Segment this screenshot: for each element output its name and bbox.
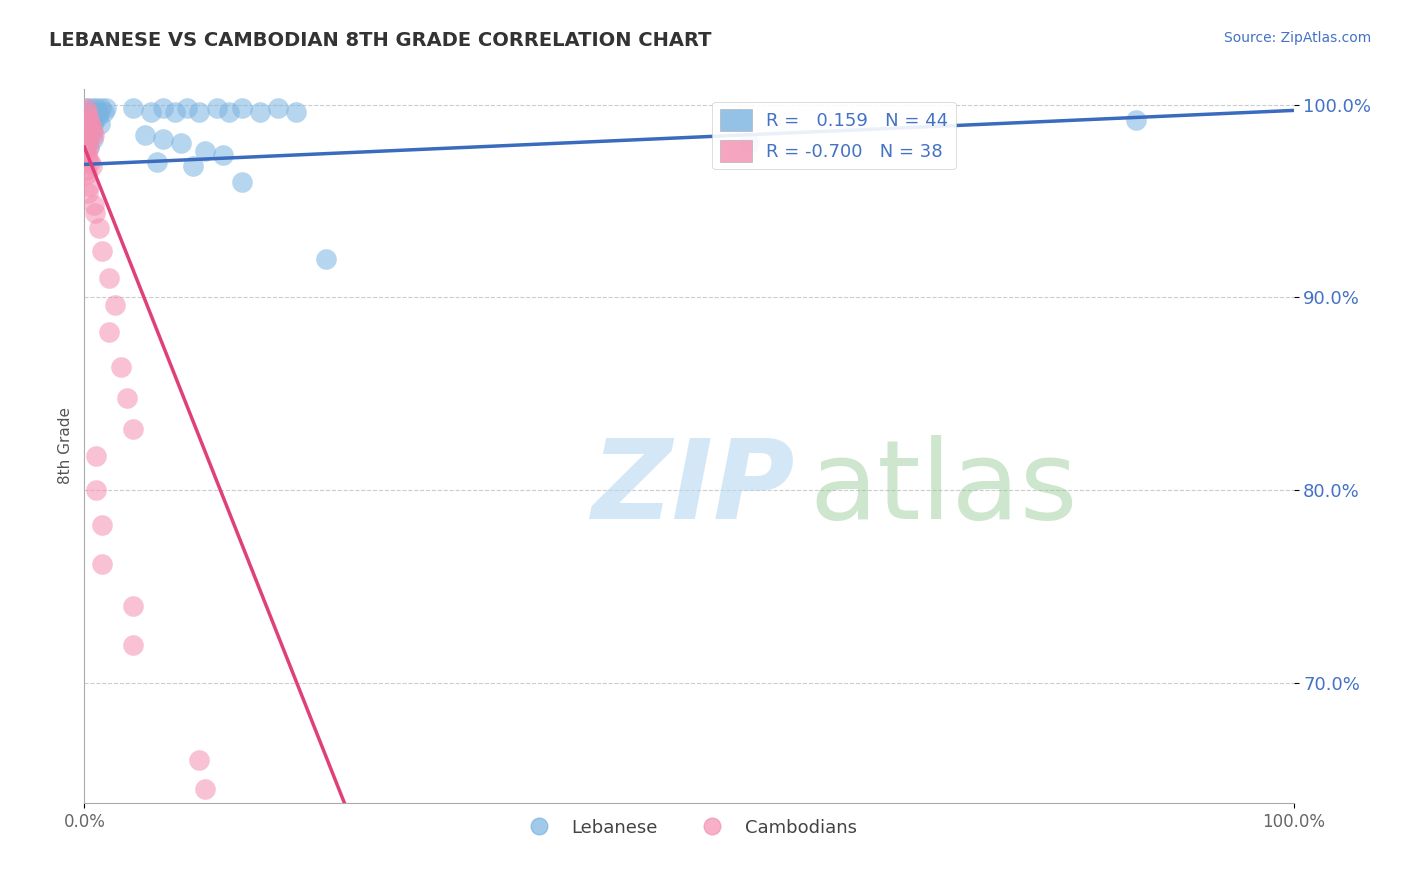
Point <box>80 120 103 135</box>
Point <box>97 325 120 339</box>
Point <box>218 105 240 120</box>
Point <box>134 128 156 143</box>
Y-axis label: 8th Grade: 8th Grade <box>58 408 73 484</box>
Point <box>207 102 229 116</box>
Point <box>121 102 143 116</box>
Point <box>77 109 100 123</box>
Point <box>91 244 114 259</box>
Point <box>77 140 100 154</box>
Point <box>76 102 98 116</box>
Point <box>80 102 103 116</box>
Point <box>77 178 100 193</box>
Text: LEBANESE VS CAMBODIAN 8TH GRADE CORRELATION CHART: LEBANESE VS CAMBODIAN 8TH GRADE CORRELAT… <box>49 31 711 50</box>
Point <box>79 113 101 128</box>
Point <box>121 599 143 613</box>
Point <box>315 252 337 266</box>
Point <box>76 132 98 146</box>
Point <box>267 102 290 116</box>
Point <box>75 120 97 135</box>
Point <box>181 159 204 173</box>
Point <box>152 132 174 146</box>
Point <box>77 136 100 151</box>
Point <box>97 271 120 285</box>
Point <box>91 557 114 571</box>
Point <box>82 125 104 139</box>
Point <box>231 102 253 116</box>
Text: ZIP: ZIP <box>592 435 796 542</box>
Point <box>75 144 97 158</box>
Point <box>121 422 143 436</box>
Point <box>86 483 108 498</box>
Point <box>121 638 143 652</box>
Point <box>87 221 110 235</box>
Point <box>188 753 211 767</box>
Point <box>104 298 127 312</box>
Point <box>170 136 193 151</box>
Legend: Lebanese, Cambodians: Lebanese, Cambodians <box>515 812 863 844</box>
Point <box>82 117 104 131</box>
Point <box>91 518 114 533</box>
Point <box>86 449 108 463</box>
Point <box>83 105 105 120</box>
Point <box>86 109 108 123</box>
Point <box>231 175 253 189</box>
Text: atlas: atlas <box>810 435 1078 542</box>
Point <box>83 198 105 212</box>
Point <box>76 105 98 120</box>
Point <box>212 148 235 162</box>
Point <box>77 105 100 120</box>
Point <box>146 155 169 169</box>
Point <box>94 102 117 116</box>
Point <box>90 102 112 116</box>
Point <box>139 105 162 120</box>
Point <box>188 105 211 120</box>
Point <box>249 105 271 120</box>
Point <box>76 167 98 181</box>
Text: Source: ZipAtlas.com: Source: ZipAtlas.com <box>1223 31 1371 45</box>
Point <box>77 109 100 123</box>
Point <box>79 128 101 143</box>
Point <box>115 391 138 405</box>
Point <box>738 136 761 151</box>
Point <box>87 105 110 120</box>
Point <box>194 144 217 158</box>
Point <box>75 163 97 178</box>
Point <box>77 125 100 139</box>
Point <box>77 140 100 154</box>
Point <box>1125 113 1147 128</box>
Point <box>79 155 101 169</box>
Point <box>194 782 217 797</box>
Point <box>77 113 100 128</box>
Point <box>86 102 108 116</box>
Point <box>82 132 104 146</box>
Point <box>152 102 174 116</box>
Point <box>84 205 107 219</box>
Point <box>93 105 115 120</box>
Point <box>75 102 97 116</box>
Point <box>89 117 111 131</box>
Point <box>110 359 132 374</box>
Point <box>77 186 100 201</box>
Point <box>76 148 98 162</box>
Point <box>165 105 187 120</box>
Point <box>76 136 98 151</box>
Point <box>79 117 101 131</box>
Point <box>176 102 198 116</box>
Point <box>77 152 100 166</box>
Point <box>80 159 103 173</box>
Point <box>84 113 107 128</box>
Point <box>284 105 308 120</box>
Point <box>83 128 105 143</box>
